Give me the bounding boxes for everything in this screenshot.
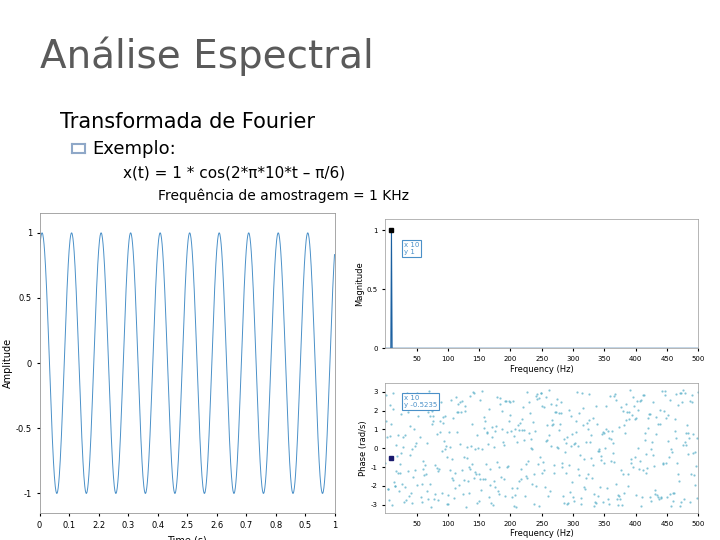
Y-axis label: Magnitude: Magnitude bbox=[355, 261, 364, 306]
Text: Frequência de amostragem = 1 KHz: Frequência de amostragem = 1 KHz bbox=[158, 188, 409, 202]
X-axis label: Time (s): Time (s) bbox=[167, 535, 207, 540]
Text: Transformada de Fourier: Transformada de Fourier bbox=[60, 111, 315, 132]
Text: x(t) = 1 * cos(2*π*10*t – π/6): x(t) = 1 * cos(2*π*10*t – π/6) bbox=[123, 165, 346, 180]
Text: Análise Espectral: Análise Espectral bbox=[40, 37, 374, 77]
X-axis label: Frequency (Hz): Frequency (Hz) bbox=[510, 364, 574, 374]
Text: x 10
y -0.5235: x 10 y -0.5235 bbox=[404, 395, 437, 408]
Y-axis label: Phase (rad/s): Phase (rad/s) bbox=[359, 420, 368, 476]
Text: x 10
y 1: x 10 y 1 bbox=[404, 242, 419, 255]
Y-axis label: Amplitude: Amplitude bbox=[3, 338, 13, 388]
X-axis label: Frequency (Hz): Frequency (Hz) bbox=[510, 529, 574, 538]
Text: Exemplo:: Exemplo: bbox=[92, 139, 176, 158]
